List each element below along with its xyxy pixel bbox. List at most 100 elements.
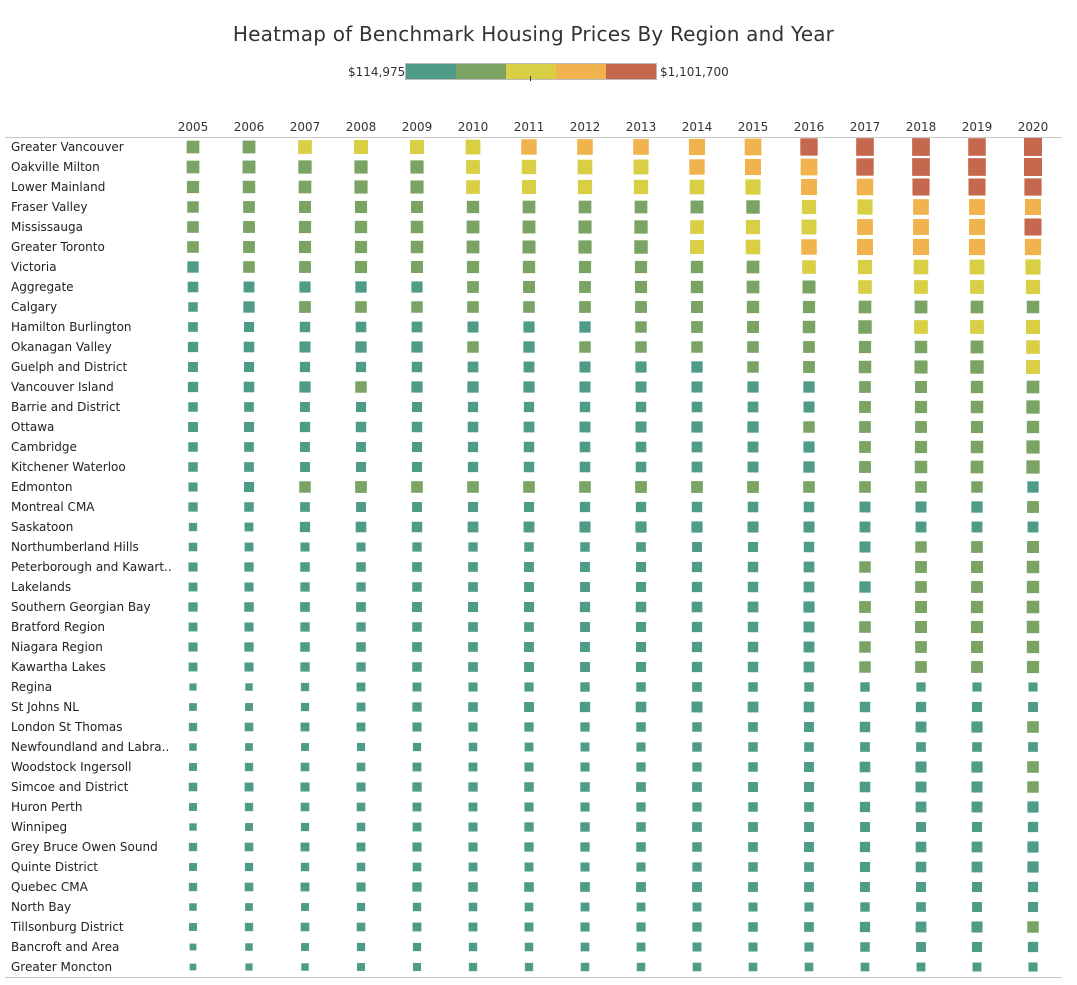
heatmap-cell: [523, 321, 535, 333]
heatmap-cell: [635, 481, 647, 493]
heatmap-cell: [859, 401, 871, 413]
heatmap-cell: [859, 921, 871, 933]
heatmap-cell: [188, 782, 198, 792]
heatmap-cell: [580, 542, 590, 552]
heatmap-cell: [747, 501, 759, 513]
heatmap-cell: [300, 562, 310, 572]
heatmap-cell: [691, 321, 703, 333]
heatmap-cell: [189, 703, 197, 711]
heatmap-cell: [692, 782, 702, 792]
heatmap-cell: [859, 561, 871, 573]
heatmap-cell: [411, 341, 423, 353]
heatmap-cell: [412, 862, 422, 872]
heatmap-cell: [356, 662, 366, 672]
heatmap-cell: [747, 421, 759, 433]
heatmap-cell: [468, 722, 478, 732]
heatmap-cell: [300, 862, 310, 872]
heatmap-cell: [1025, 259, 1041, 275]
heatmap-cell: [187, 241, 199, 253]
heatmap-cell: [467, 601, 479, 613]
heatmap-cell: [1026, 400, 1040, 414]
heatmap-cell: [636, 802, 646, 812]
heatmap-cell: [299, 281, 311, 293]
heatmap-cell: [804, 802, 814, 812]
heatmap-cell: [466, 260, 480, 274]
heatmap-cell: [970, 600, 984, 614]
heatmap-cell: [356, 602, 366, 612]
heatmap-cell: [691, 441, 703, 453]
heatmap-cell: [524, 782, 534, 792]
heatmap-cell: [524, 642, 534, 652]
heatmap-cell: [804, 882, 814, 892]
heatmap-cell: [354, 180, 368, 194]
heatmap-cell: [300, 882, 310, 892]
heatmap-cell: [186, 180, 200, 194]
heatmap-cell: [298, 220, 312, 234]
heatmap-cell: [1027, 781, 1039, 793]
heatmap-cell: [635, 581, 647, 593]
heatmap-cell: [1024, 178, 1042, 196]
heatmap-cell: [1027, 881, 1039, 893]
heatmap-cell: [691, 421, 703, 433]
heatmap-cell: [243, 201, 255, 213]
heatmap-cell: [243, 321, 255, 333]
year-header: 2007: [290, 120, 321, 134]
heatmap-cell: [244, 882, 254, 892]
heatmap-cell: [524, 842, 534, 852]
heatmap-cell: [466, 200, 480, 214]
heatmap-cell: [747, 521, 759, 533]
year-header: 2008: [346, 120, 377, 134]
heatmap-cell: [971, 881, 983, 893]
region-label: Mississauga: [11, 220, 83, 234]
heatmap-cell: [412, 722, 422, 732]
heatmap-cell: [969, 199, 985, 215]
heatmap-cell: [972, 962, 982, 972]
heatmap-cell: [859, 701, 871, 713]
heatmap-cell: [355, 281, 367, 293]
heatmap-cell: [580, 922, 590, 932]
heatmap-cell: [243, 361, 255, 373]
heatmap-cell: [300, 762, 310, 772]
region-label: Niagara Region: [11, 640, 103, 654]
heatmap-cell: [803, 361, 815, 373]
heatmap-cell: [691, 341, 703, 353]
heatmap-cell: [691, 601, 703, 613]
heatmap-cell: [971, 641, 983, 653]
heatmap-cell: [355, 461, 367, 473]
heatmap-cell: [524, 622, 534, 632]
chart-title: Heatmap of Benchmark Housing Prices By R…: [232, 22, 835, 46]
region-label: Victoria: [11, 260, 57, 274]
heatmap-cell: [692, 542, 702, 552]
heatmap-cell: [971, 861, 983, 873]
heatmap-cell: [803, 581, 815, 593]
heatmap-cell: [690, 260, 704, 274]
heatmap-cell: [521, 139, 537, 155]
heatmap-cell: [635, 441, 647, 453]
heatmap-cell: [356, 822, 366, 832]
heatmap-cell: [691, 521, 703, 533]
heatmap-cell: [634, 260, 648, 274]
heatmap-cell: [748, 882, 758, 892]
heatmap-cell: [915, 521, 927, 533]
heatmap-cell: [468, 882, 478, 892]
heatmap-cell: [299, 361, 311, 373]
heatmap-cell: [691, 361, 703, 373]
heatmap-cell: [468, 822, 478, 832]
heatmap-cell: [468, 582, 478, 592]
heatmap-cell: [245, 743, 253, 751]
heatmap-cell: [524, 902, 534, 912]
heatmap-cell: [186, 160, 200, 174]
heatmap-cell: [804, 942, 814, 952]
heatmap-cell: [468, 942, 478, 952]
heatmap-cell: [301, 963, 309, 971]
heatmap-cell: [1026, 560, 1040, 574]
heatmap-cell: [634, 200, 648, 214]
heatmap-cell: [467, 361, 479, 373]
heatmap-cell: [748, 682, 758, 692]
heatmap-cell: [1026, 600, 1040, 614]
year-header: 2013: [626, 120, 657, 134]
heatmap-cell: [580, 682, 590, 692]
heatmap-cell: [187, 261, 199, 273]
heatmap-cell: [915, 621, 927, 633]
heatmap-cell: [636, 922, 646, 932]
